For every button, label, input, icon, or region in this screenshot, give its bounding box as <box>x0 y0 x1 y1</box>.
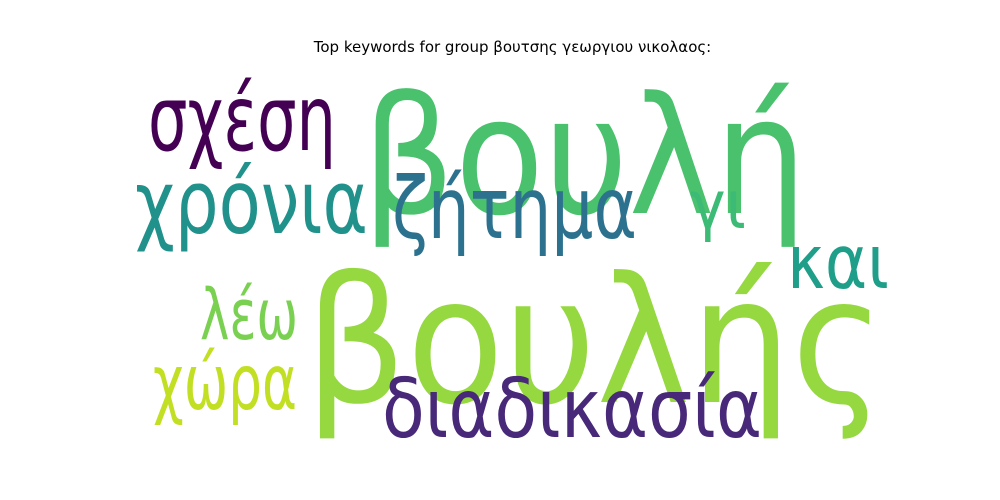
word-2: βουλή <box>362 63 807 252</box>
word-1: βουλής <box>305 241 885 444</box>
word-9: λέω <box>200 274 298 356</box>
word-4: χρόνια <box>135 151 368 254</box>
word-3: σχέση <box>148 67 336 172</box>
word-5: ζήτημα <box>392 159 637 259</box>
word-10: γι <box>690 166 746 244</box>
word-6: διαδικασία <box>382 362 762 457</box>
word-7: χώρα <box>153 339 297 428</box>
word-8: και <box>787 218 889 306</box>
chart-title: Top keywords for group βουτσης γεωργιου … <box>313 38 712 56</box>
